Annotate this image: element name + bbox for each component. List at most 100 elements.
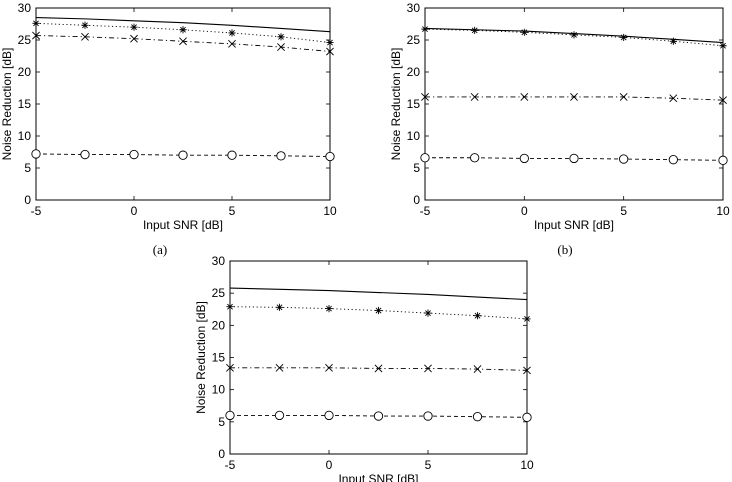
x-tick-label: 10 — [520, 458, 534, 472]
circle-marker — [423, 411, 433, 421]
x-tick-label: 0 — [326, 458, 333, 472]
star-marker — [275, 303, 284, 311]
y-axis-label: Noise Reduction [dB] — [0, 48, 14, 161]
x-marker — [81, 32, 89, 41]
x-axis-label: Input SNR [dB] — [338, 472, 418, 482]
x-marker — [228, 39, 236, 48]
series-dotted — [226, 303, 531, 323]
x-marker — [277, 43, 285, 51]
y-tick-label: 0 — [218, 447, 225, 461]
x-marker — [32, 31, 40, 40]
circle-marker — [274, 410, 285, 421]
circle-marker — [569, 153, 579, 164]
y-tick-label: 15 — [18, 97, 32, 111]
circle-marker — [420, 153, 430, 163]
circle-marker — [519, 153, 529, 164]
x-marker — [130, 34, 138, 43]
y-tick-label: 10 — [18, 129, 32, 143]
x-marker — [523, 366, 531, 375]
y-tick-label: 5 — [24, 161, 31, 175]
series-dashdot — [226, 363, 531, 375]
circle-marker — [472, 412, 483, 422]
chart-caption: (a) — [153, 242, 167, 257]
x-axis-label: Input SNR [dB] — [534, 218, 614, 232]
x-tick-label: 5 — [229, 204, 236, 218]
y-tick-label: 5 — [218, 415, 225, 429]
x-marker — [325, 363, 333, 372]
star-marker — [130, 23, 138, 31]
y-axis-label: Noise Reduction [dB] — [194, 301, 208, 414]
star-marker — [179, 26, 187, 34]
y-tick-label: 10 — [407, 129, 421, 143]
circle-marker — [373, 411, 384, 421]
star-marker — [228, 29, 236, 37]
star-marker — [277, 33, 285, 41]
circle-marker — [324, 410, 334, 421]
star-marker — [326, 38, 334, 47]
series-dotted — [32, 19, 334, 47]
circle-marker — [129, 149, 139, 160]
y-tick-label: 5 — [413, 161, 420, 175]
star-marker — [32, 19, 40, 27]
x-tick-label: 0 — [521, 204, 528, 218]
star-marker — [669, 37, 677, 45]
y-tick-label: 0 — [24, 193, 31, 207]
series-dashed — [225, 410, 532, 422]
x-marker — [669, 94, 678, 103]
x-tick-label: -5 — [31, 204, 42, 218]
series-dotted — [421, 25, 727, 50]
x-tick-label: 10 — [323, 204, 337, 218]
star-marker — [81, 21, 89, 29]
x-marker — [473, 365, 482, 373]
star-marker — [325, 305, 333, 313]
circle-marker — [31, 149, 41, 159]
x-tick-label: 10 — [716, 204, 730, 218]
circle-marker — [668, 155, 678, 165]
x-tick-label: -5 — [420, 204, 431, 218]
star-marker — [523, 315, 531, 323]
y-tick-label: 25 — [18, 33, 32, 47]
x-marker — [719, 96, 727, 105]
chart-caption: (b) — [557, 242, 572, 257]
series-dashdot — [421, 93, 727, 105]
x-marker — [374, 364, 383, 373]
x-marker — [570, 93, 578, 101]
star-marker — [473, 312, 482, 320]
x-marker — [470, 93, 479, 101]
series-line — [35, 35, 331, 52]
circle-marker — [522, 412, 532, 422]
x-marker — [619, 93, 628, 101]
y-tick-label: 15 — [407, 97, 421, 111]
x-tick-label: 5 — [425, 458, 432, 472]
circle-marker — [80, 149, 90, 160]
y-tick-label: 30 — [18, 1, 32, 15]
star-marker — [570, 31, 578, 39]
circle-marker — [718, 155, 728, 165]
circle-marker — [470, 153, 480, 163]
circle-marker — [619, 154, 629, 164]
star-marker — [421, 25, 429, 33]
y-tick-label: 25 — [407, 33, 421, 47]
series-dashed — [420, 153, 728, 165]
series-dashdot — [32, 31, 334, 56]
y-tick-label: 0 — [413, 193, 420, 207]
x-marker — [275, 363, 284, 372]
series-solid — [35, 17, 331, 33]
x-marker — [179, 37, 187, 46]
y-tick-label: 30 — [212, 254, 226, 268]
y-axis-label: Noise Reduction [dB] — [389, 48, 403, 161]
x-tick-label: -5 — [225, 458, 236, 472]
star-marker — [620, 33, 628, 42]
y-tick-label: 20 — [407, 65, 421, 79]
y-tick-label: 20 — [212, 318, 226, 332]
plot-frame — [229, 260, 528, 455]
y-tick-label: 20 — [18, 65, 32, 79]
x-marker — [424, 364, 432, 373]
circle-marker — [227, 150, 237, 160]
star-marker — [520, 28, 528, 36]
star-marker — [226, 303, 234, 311]
y-tick-label: 10 — [212, 383, 226, 397]
